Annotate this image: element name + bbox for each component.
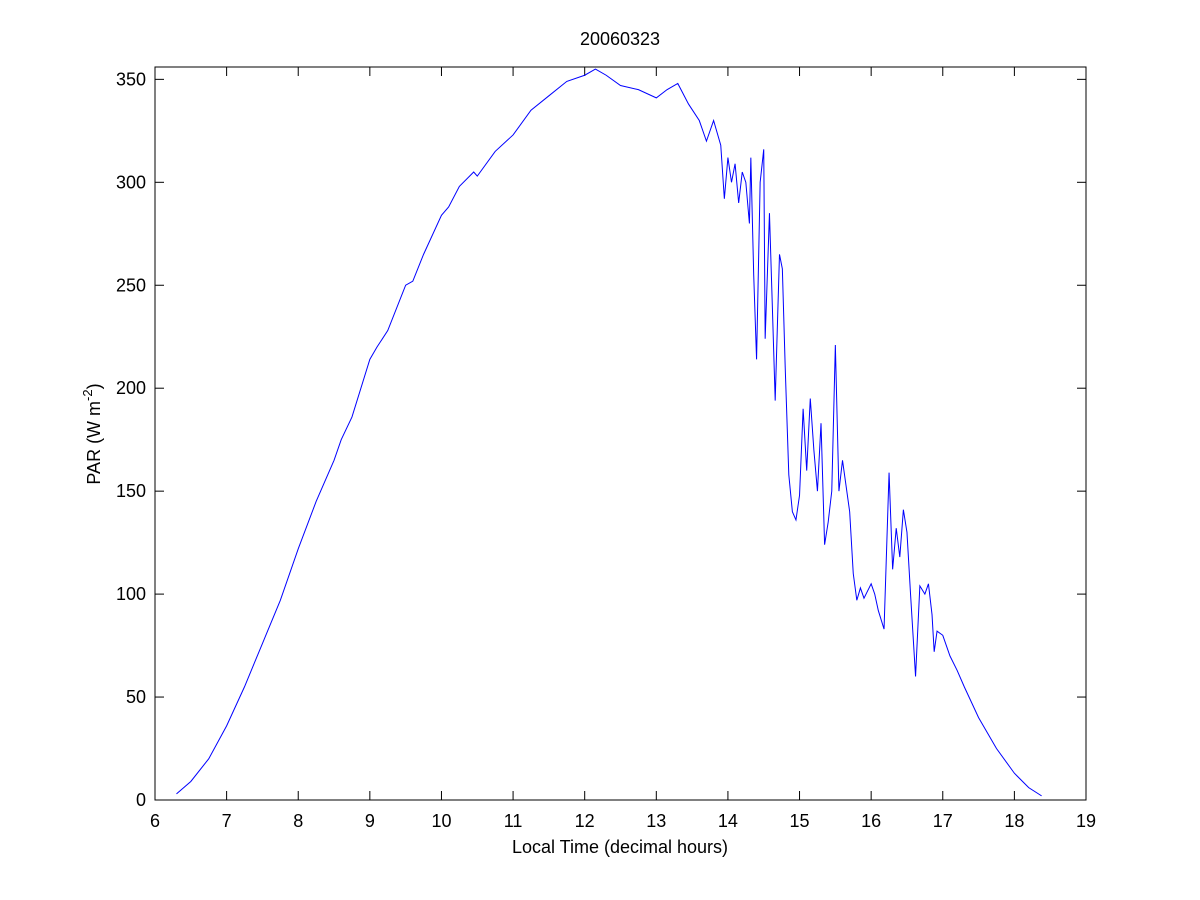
x-axis-label: Local Time (decimal hours) [512,837,728,857]
plot-area [154,66,1087,801]
y-label-text: PAR (W m [84,401,104,485]
x-tick-label: 13 [646,811,666,831]
y-tick-label: 300 [116,172,146,192]
x-tick-label: 14 [718,811,738,831]
y-tick-label: 350 [116,69,146,89]
x-tick-label: 12 [575,811,595,831]
x-tick-label: 11 [504,811,523,831]
x-tick-label: 10 [431,811,451,831]
data-line [176,68,1042,797]
y-tick-label: 200 [116,378,146,398]
x-tick-label: 19 [1076,811,1096,831]
x-tick-label: 17 [933,811,953,831]
x-tick-label: 15 [790,811,810,831]
x-tick-label: 6 [150,811,160,831]
y-tick-label: 150 [116,481,146,501]
y-tick-label: 0 [136,790,146,810]
x-tick-label: 16 [861,811,881,831]
y-tick-label: 100 [116,584,146,604]
y-label-sup: -2 [80,389,95,401]
y-axis-label: PAR (W m-2) [80,383,104,484]
x-tick-label: 18 [1004,811,1024,831]
chart-title: 20060323 [580,29,660,49]
x-tick-label: 8 [293,811,303,831]
y-tick-label: 50 [126,687,146,707]
y-tick-label: 250 [116,275,146,295]
y-label-end: ) [84,383,104,389]
x-tick-label: 7 [222,811,232,831]
x-tick-label: 9 [365,811,375,831]
